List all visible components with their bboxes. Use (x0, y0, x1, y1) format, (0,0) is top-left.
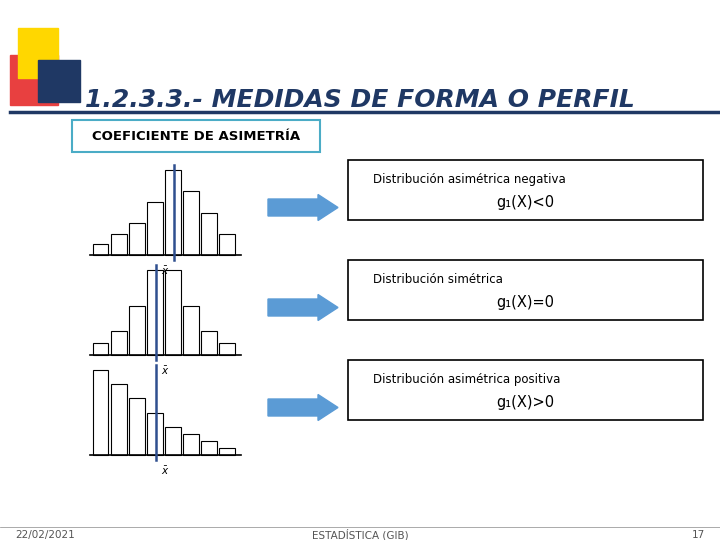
Text: g₁(X)=0: g₁(X)=0 (497, 294, 554, 309)
Bar (183, 306, 199, 355)
Text: $\bar{x}$: $\bar{x}$ (161, 365, 169, 377)
Bar (92, 343, 109, 355)
Bar (111, 384, 127, 455)
FancyArrow shape (268, 395, 338, 421)
Bar (220, 234, 235, 255)
Text: Distribución simétrica: Distribución simétrica (373, 273, 503, 286)
Bar (147, 413, 163, 455)
Bar (165, 427, 181, 455)
Bar (183, 191, 199, 255)
Bar (147, 270, 163, 355)
Bar (348, 160, 703, 220)
Bar (129, 399, 145, 455)
Bar (72, 120, 320, 152)
Bar (220, 343, 235, 355)
Bar (202, 213, 217, 255)
FancyArrow shape (268, 294, 338, 321)
Bar (202, 441, 217, 455)
Bar (92, 245, 109, 255)
FancyArrow shape (268, 194, 338, 220)
Text: Distribución asimétrica positiva: Distribución asimétrica positiva (373, 373, 560, 386)
Bar (165, 270, 181, 355)
Text: 22/02/2021: 22/02/2021 (15, 530, 75, 540)
Bar (10, 55, 58, 105)
Text: $\bar{x}$: $\bar{x}$ (161, 465, 169, 477)
Bar (92, 370, 109, 455)
Text: g₁(X)>0: g₁(X)>0 (496, 395, 554, 409)
Bar (220, 448, 235, 455)
Text: COEFICIENTE DE ASIMETRÍA: COEFICIENTE DE ASIMETRÍA (92, 130, 300, 143)
Bar (38, 60, 80, 102)
Text: ESTADÍSTICA (GIB): ESTADÍSTICA (GIB) (312, 529, 408, 540)
Bar (111, 330, 127, 355)
Bar (129, 223, 145, 255)
Bar (183, 434, 199, 455)
Text: $\bar{x}$: $\bar{x}$ (161, 265, 169, 277)
Bar (165, 170, 181, 255)
Text: g₁(X)<0: g₁(X)<0 (496, 194, 554, 210)
Text: 17: 17 (692, 530, 705, 540)
Bar (202, 330, 217, 355)
Bar (129, 306, 145, 355)
Text: Distribución asimétrica negativa: Distribución asimétrica negativa (373, 173, 566, 186)
Bar (111, 234, 127, 255)
Bar (348, 360, 703, 420)
Bar (348, 260, 703, 320)
Bar (18, 28, 58, 78)
Bar (147, 202, 163, 255)
Text: 1.2.3.3.- MEDIDAS DE FORMA O PERFIL: 1.2.3.3.- MEDIDAS DE FORMA O PERFIL (85, 88, 635, 112)
